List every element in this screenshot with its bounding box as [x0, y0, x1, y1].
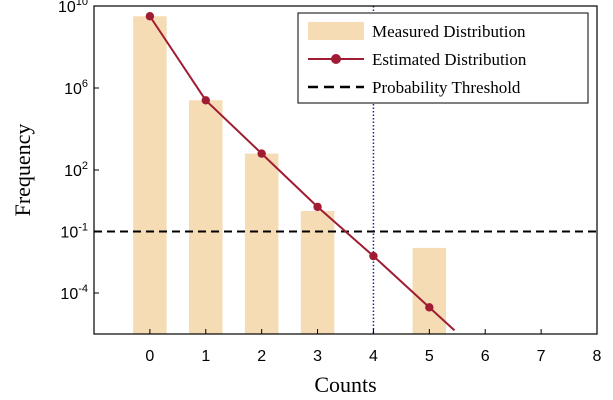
- x-tick-label: 5: [425, 348, 434, 365]
- legend-label-measured: Measured Distribution: [372, 22, 526, 41]
- estimated-point-5: [425, 303, 434, 312]
- bar-count-1: [189, 100, 223, 334]
- y-tick-label: 102: [64, 160, 88, 180]
- y-tick-label: 1010: [58, 0, 88, 16]
- x-tick-label: 7: [537, 348, 546, 365]
- x-tick-label: 3: [313, 348, 322, 365]
- bar-count-2: [244, 153, 279, 334]
- y-tick-label: 10-1: [60, 222, 88, 242]
- y-axis-label: Frequency: [10, 124, 35, 217]
- x-tick-label: 6: [481, 348, 490, 365]
- legend-swatch-estimated-marker: [331, 54, 341, 64]
- x-axis-ticks: 0 1 2 3 4 5 6 7 8: [145, 329, 602, 365]
- x-tick-label: 4: [369, 348, 378, 365]
- x-tick-label: 0: [145, 348, 154, 365]
- x-axis-label: Counts: [314, 372, 376, 397]
- y-axis-ticks: 1010 106 102 10-1 10-4: [58, 0, 99, 303]
- legend: Measured Distribution Estimated Distribu…: [297, 12, 589, 104]
- y-tick-label: 10-4: [60, 283, 88, 303]
- estimated-point-0: [145, 12, 155, 21]
- x-tick-label: 1: [201, 348, 210, 365]
- y-tick-label: 106: [64, 78, 88, 98]
- estimated-point-2: [257, 149, 266, 158]
- bar-count-3: [300, 211, 335, 334]
- bar-count-0: [133, 16, 167, 334]
- legend-label-threshold: Probability Threshold: [372, 78, 521, 97]
- x-tick-label: 8: [593, 348, 602, 365]
- bar-count-5: [412, 247, 447, 334]
- legend-swatch-measured: [308, 22, 364, 40]
- legend-label-estimated: Estimated Distribution: [372, 50, 527, 69]
- estimated-line-layer: [145, 12, 456, 332]
- x-tick-label: 2: [257, 348, 266, 365]
- estimated-point-3: [313, 202, 322, 212]
- estimated-point-4: [369, 251, 378, 261]
- estimated-point-1: [201, 96, 210, 105]
